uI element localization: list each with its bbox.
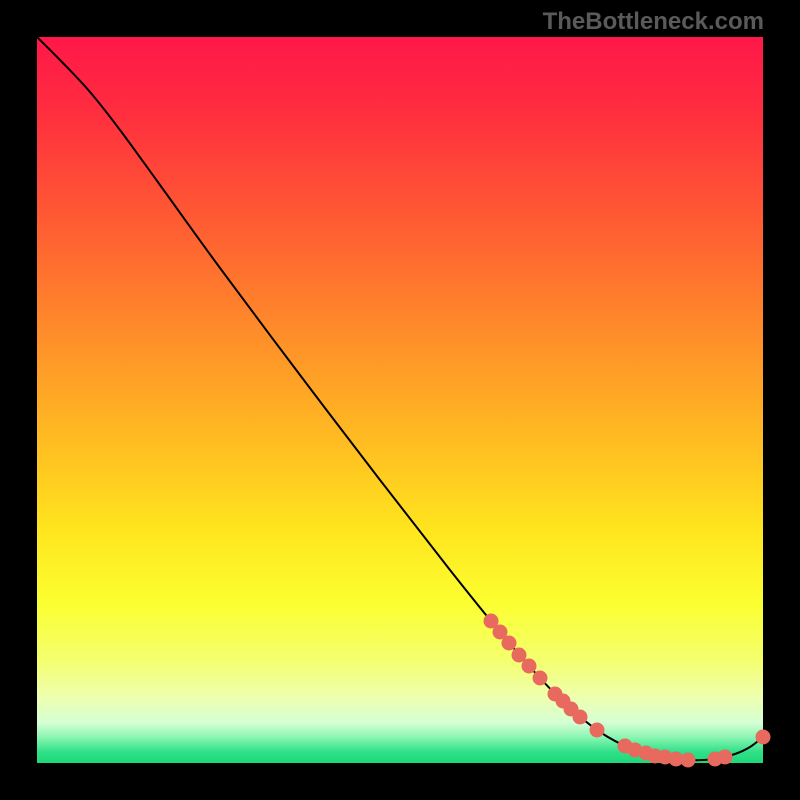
attribution-label: TheBottleneck.com <box>543 8 764 36</box>
chart-container: TheBottleneck.com <box>0 0 800 800</box>
heat-gradient-background <box>37 37 763 763</box>
